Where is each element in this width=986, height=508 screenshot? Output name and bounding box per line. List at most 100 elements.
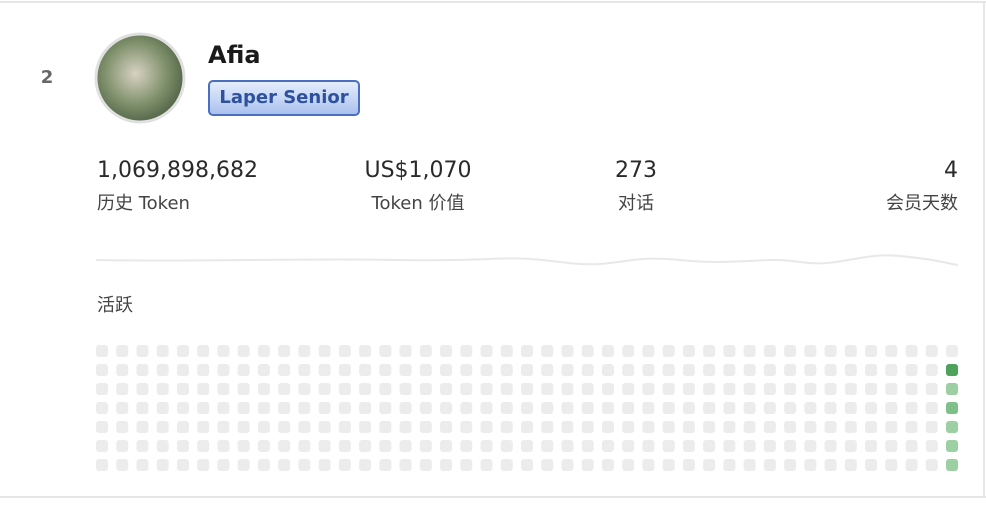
- activity-cell: [703, 440, 716, 452]
- activity-cell: [905, 421, 918, 433]
- activity-cell: [804, 402, 817, 414]
- activity-cell: [237, 421, 250, 433]
- rank: 2: [41, 67, 54, 88]
- activity-cell: [156, 440, 169, 452]
- activity-cell: [500, 440, 513, 452]
- activity-cell: [865, 440, 878, 452]
- activity-cell: [440, 383, 453, 395]
- activity-cell: [662, 421, 675, 433]
- activity-cell: [237, 383, 250, 395]
- activity-cell: [399, 402, 412, 414]
- badge: [208, 80, 360, 116]
- activity-cell: [96, 345, 108, 357]
- activity-cell: [784, 459, 797, 471]
- activity-cell: [541, 459, 554, 471]
- activity-cell: [885, 459, 898, 471]
- activity-cell: [642, 459, 655, 471]
- activity-cell: [136, 383, 149, 395]
- activity-cell: [460, 459, 473, 471]
- activity-cell: [318, 402, 331, 414]
- activity-cell: [743, 440, 756, 452]
- activity-cell: [763, 345, 776, 357]
- activity-cell: [298, 402, 311, 414]
- activity-cell: [824, 459, 837, 471]
- activity-cell: [601, 421, 614, 433]
- activity-cell: [521, 421, 533, 433]
- activity-cell: [521, 383, 533, 395]
- activity-cell: [460, 440, 473, 452]
- activity-cell: [723, 459, 736, 471]
- activity-cell: [723, 402, 736, 414]
- activity-cell: [561, 402, 574, 414]
- activity-cell: [500, 402, 513, 414]
- avatar[interactable]: [94, 32, 186, 124]
- activity-cell: [804, 364, 817, 376]
- activity-cell: [925, 440, 938, 452]
- activity-cell: [642, 402, 655, 414]
- activity-cell: [581, 383, 594, 395]
- activity-cell: [521, 440, 533, 452]
- activity-cell: [156, 402, 169, 414]
- activity-cell: [197, 440, 210, 452]
- activity-cell: [278, 440, 291, 452]
- activity-cell: [703, 364, 716, 376]
- activity-cell: [419, 440, 432, 452]
- activity-cell: [217, 402, 230, 414]
- activity-cell: [197, 421, 210, 433]
- activity-cell: [399, 345, 412, 357]
- activity-cell: [703, 345, 716, 357]
- activity-cell: [885, 364, 898, 376]
- activity-cell: [440, 440, 453, 452]
- activity-cell: [136, 345, 149, 357]
- activity-cell: [460, 402, 473, 414]
- activity-cell: [723, 440, 736, 452]
- stat-label: 会员天数: [886, 193, 958, 214]
- activity-cell: [743, 364, 756, 376]
- user-name[interactable]: Afia: [208, 41, 261, 69]
- stat-value: 273: [615, 158, 657, 183]
- activity-cell: [480, 459, 493, 471]
- activity-cell: [601, 440, 614, 452]
- activity-cell: [379, 421, 392, 433]
- activity-cell: [601, 459, 614, 471]
- activity-cell: [379, 383, 392, 395]
- activity-cell: [905, 440, 918, 452]
- activity-cell: [419, 364, 432, 376]
- activity-cell: [885, 421, 898, 433]
- activity-cell: [844, 345, 857, 357]
- activity-cell: [156, 345, 169, 357]
- activity-cell: [763, 440, 776, 452]
- activity-cell: [278, 402, 291, 414]
- activity-cell: [359, 402, 372, 414]
- activity-cell: [946, 402, 958, 414]
- activity-cell: [601, 364, 614, 376]
- activity-cell: [925, 421, 938, 433]
- activity-cell: [237, 345, 250, 357]
- activity-cell: [460, 421, 473, 433]
- activity-cell: [804, 440, 817, 452]
- activity-cell: [521, 459, 533, 471]
- activity-cell: [743, 421, 756, 433]
- activity-cell: [116, 421, 129, 433]
- activity-cell: [480, 364, 493, 376]
- activity-cell: [946, 440, 958, 452]
- activity-cell: [763, 421, 776, 433]
- stat-label: 历史 Token: [97, 193, 190, 214]
- activity-cell: [197, 402, 210, 414]
- activity-cell: [359, 364, 372, 376]
- activity-cell: [338, 364, 351, 376]
- activity-cell: [338, 402, 351, 414]
- activity-cell: [946, 459, 958, 471]
- activity-cell: [278, 421, 291, 433]
- activity-cell: [176, 421, 189, 433]
- activity-cell: [642, 383, 655, 395]
- activity-cell: [278, 345, 291, 357]
- activity-cell: [642, 440, 655, 452]
- activity-cell: [682, 364, 695, 376]
- activity-cell: [905, 459, 918, 471]
- badge-label: Laper Senior: [219, 87, 348, 108]
- activity-cell: [622, 383, 635, 395]
- activity-cell: [419, 459, 432, 471]
